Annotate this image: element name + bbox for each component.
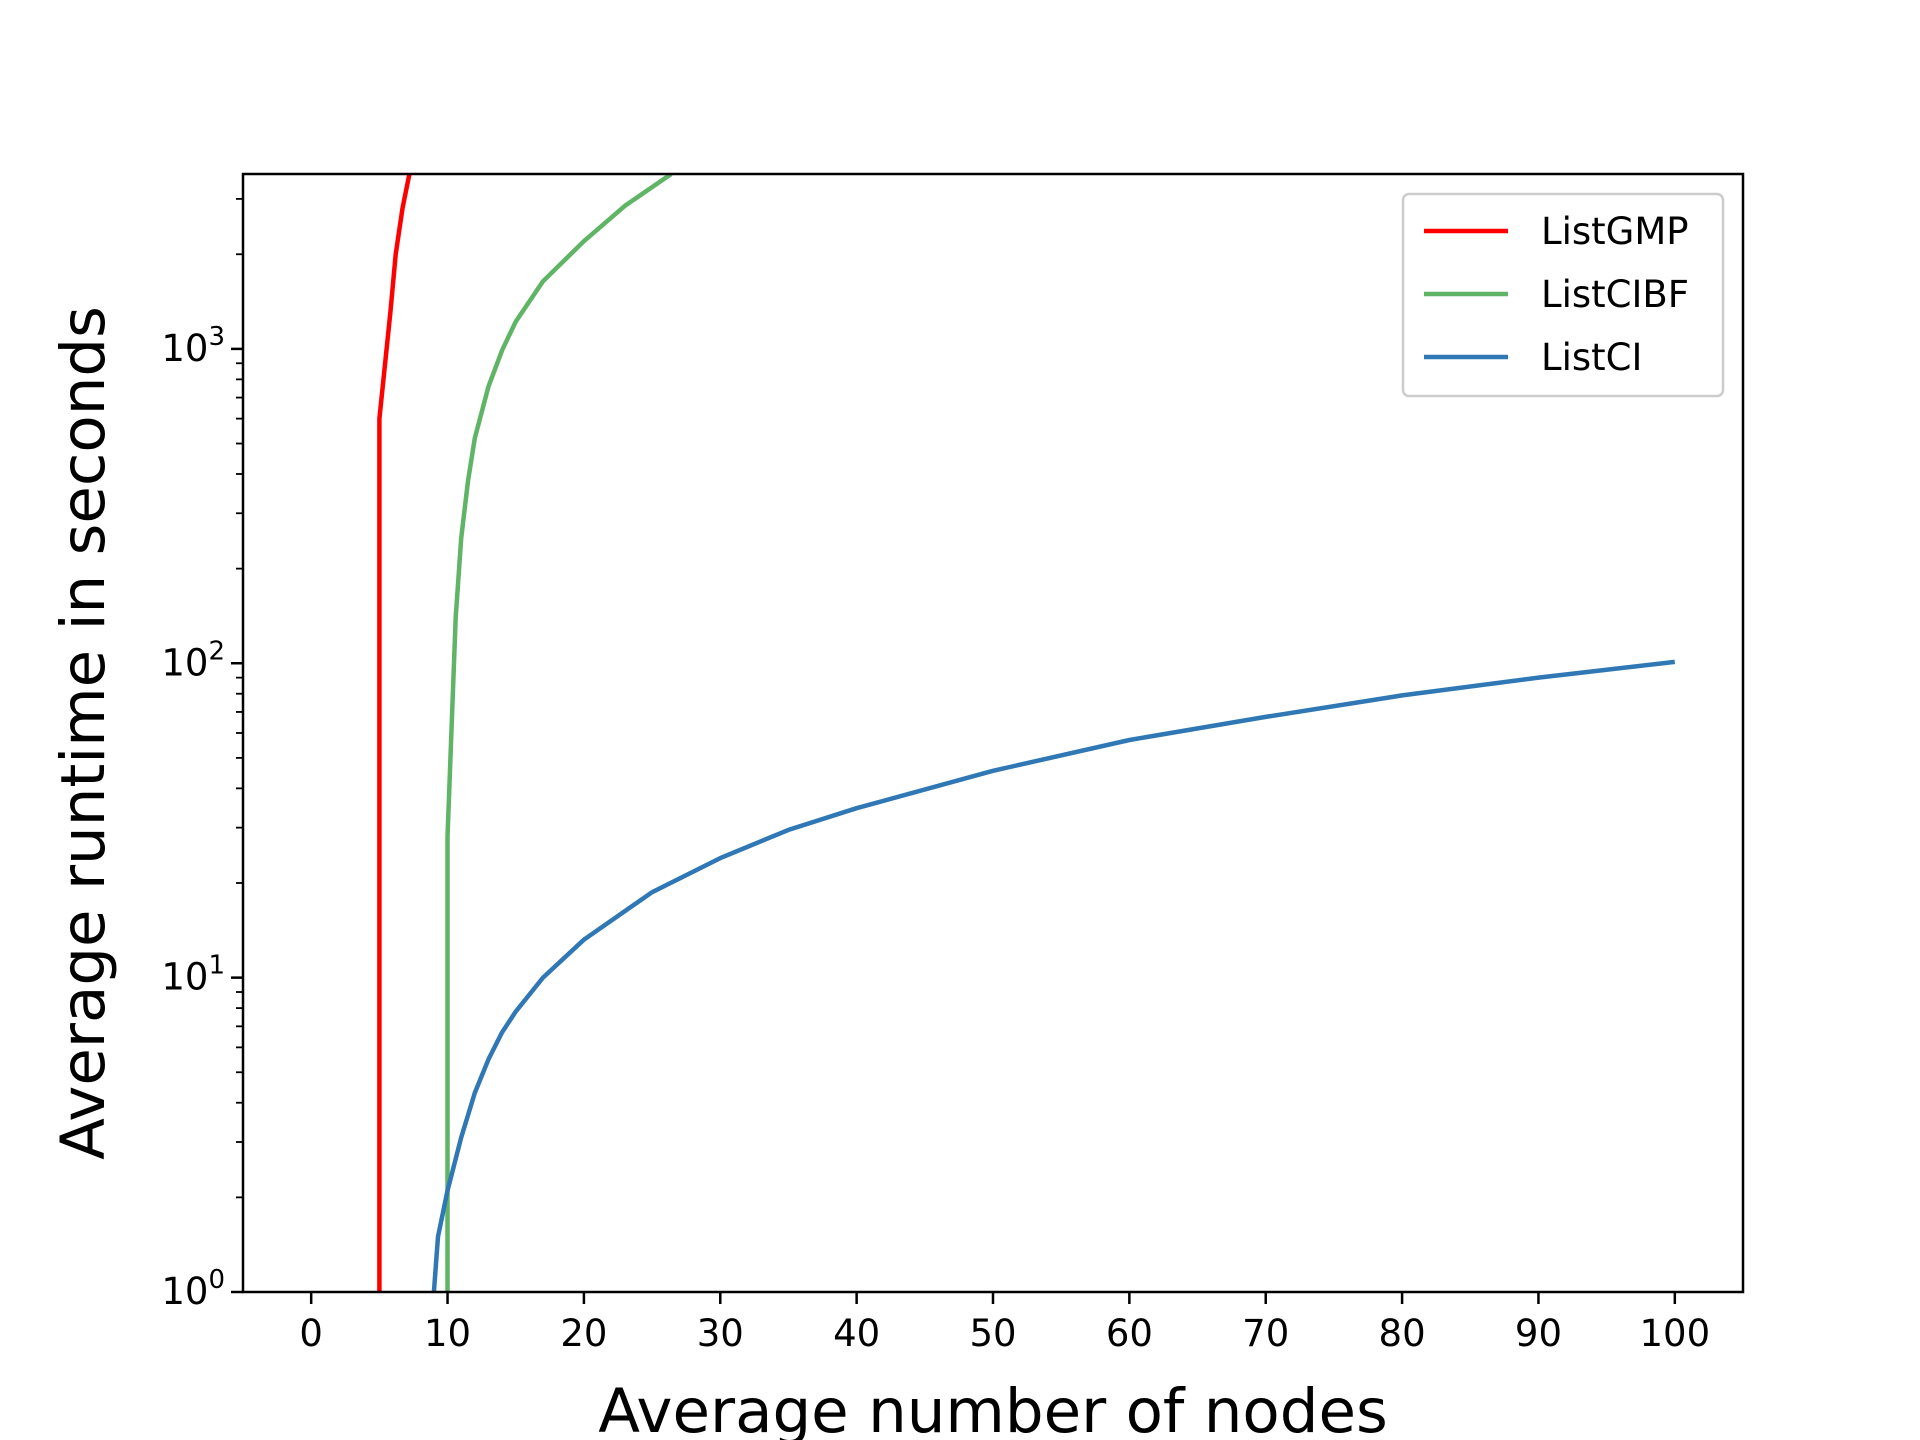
x-tick-label: 40 (833, 1312, 880, 1355)
y-axis-label: Average runtime in seconds (48, 306, 119, 1160)
x-tick-label: 50 (969, 1312, 1016, 1355)
y-tick-exponent: 3 (208, 322, 225, 352)
y-tick-label: 102 (161, 636, 225, 684)
x-axis-label: Average number of nodes (598, 1376, 1388, 1440)
legend-label-listcibf: ListCIBF (1541, 273, 1689, 316)
series-line-listcibf (445, 174, 673, 1292)
x-tick-label: 60 (1106, 1312, 1153, 1355)
y-tick-exponent: 1 (208, 951, 225, 981)
x-tick-label: 90 (1515, 1312, 1562, 1355)
y-tick-exponent: 2 (208, 636, 225, 666)
y-tick-base: 10 (161, 327, 208, 370)
y-tick-exponent: 0 (208, 1265, 225, 1295)
legend: ListGMP ListCIBF ListCI (1401, 192, 1725, 398)
y-tick-base: 10 (161, 641, 208, 684)
x-tick-label: 100 (1640, 1312, 1711, 1355)
plot-lines (377, 174, 1676, 1292)
y-tick-base: 10 (161, 1270, 208, 1313)
legend-label-listgmp: ListGMP (1541, 210, 1689, 253)
y-tick-label: 103 (161, 322, 225, 370)
legend-box (1401, 192, 1725, 398)
y-tick-label: 100 (161, 1265, 225, 1313)
series-line-listci (431, 659, 1676, 1292)
x-tick-label: 20 (560, 1312, 607, 1355)
x-tick-label: 10 (424, 1312, 471, 1355)
x-tick-label: 30 (697, 1312, 744, 1355)
legend-label-listci: ListCI (1541, 336, 1642, 379)
x-tick-label: 0 (299, 1312, 323, 1355)
x-tick-label: 80 (1379, 1312, 1426, 1355)
series-line-listgmp (377, 174, 412, 1292)
y-tick-base: 10 (161, 956, 208, 999)
y-tick-label: 101 (161, 951, 225, 999)
x-tick-label: 70 (1242, 1312, 1289, 1355)
